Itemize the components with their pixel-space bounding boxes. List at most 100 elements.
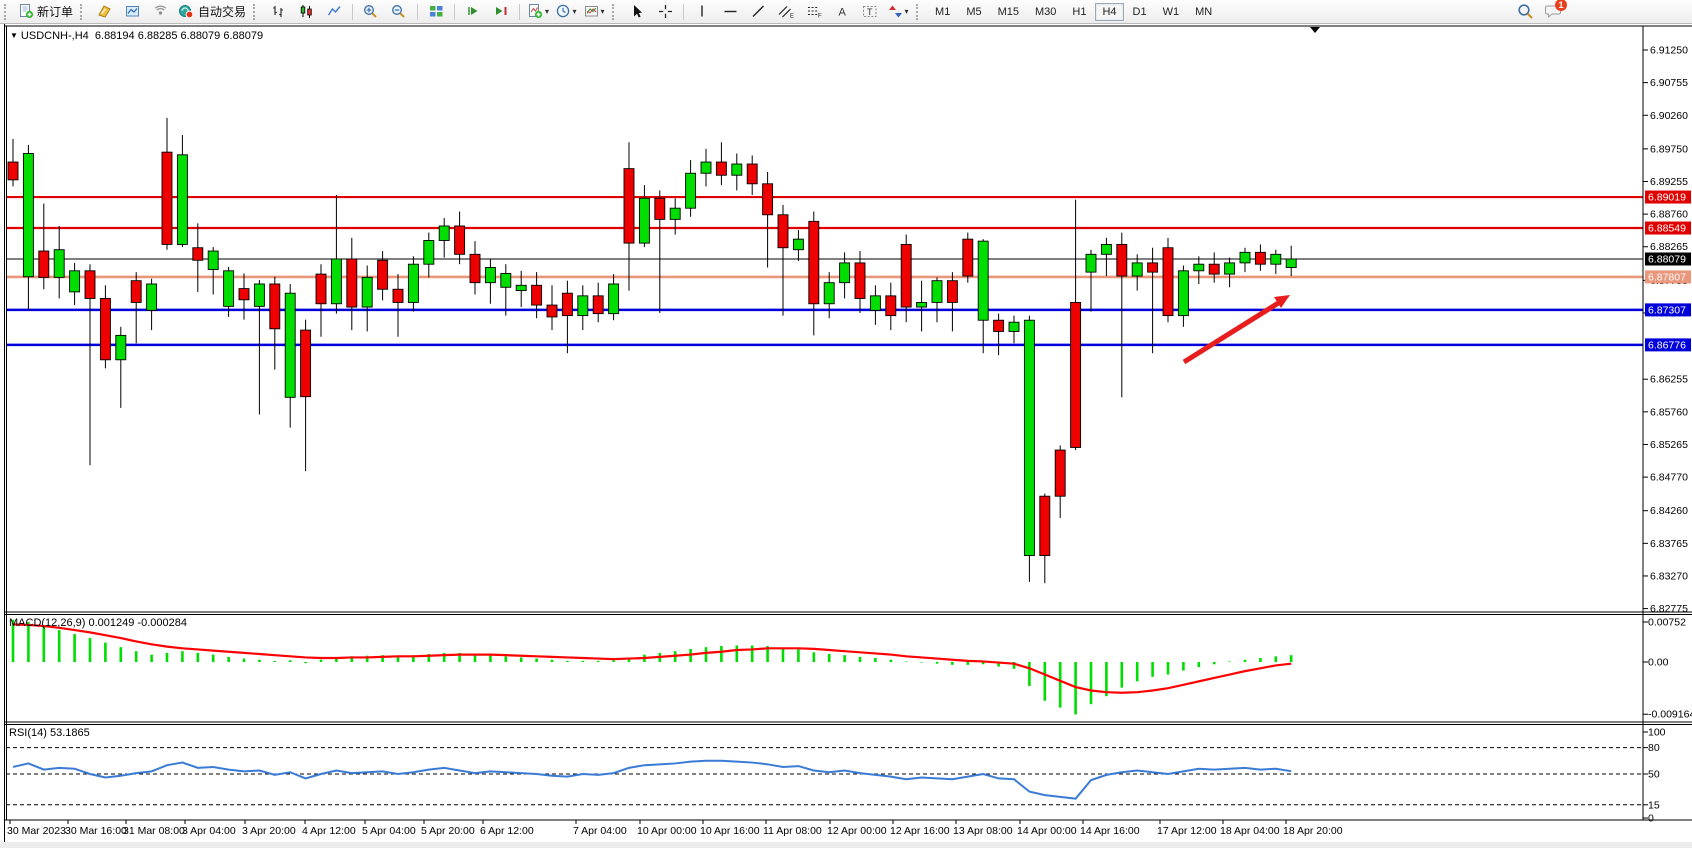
- bar-chart-button[interactable]: [265, 2, 291, 22]
- trendline-button[interactable]: [745, 2, 771, 22]
- candle-body[interactable]: [176, 154, 188, 245]
- zoom-out-button[interactable]: [386, 2, 412, 22]
- candle-body[interactable]: [1008, 321, 1020, 332]
- crosshair-button[interactable]: [652, 2, 678, 22]
- candle-body[interactable]: [7, 161, 19, 181]
- chart-shift-marker[interactable]: [1310, 27, 1320, 33]
- candle-body[interactable]: [300, 329, 312, 398]
- fibonacci-button[interactable]: F: [801, 2, 827, 22]
- candle-body[interactable]: [623, 168, 635, 244]
- tile-windows-button[interactable]: [423, 2, 449, 22]
- timeframe-mn[interactable]: MN: [1195, 5, 1213, 18]
- candle-body[interactable]: [315, 273, 327, 305]
- candle-body[interactable]: [253, 283, 265, 307]
- candle-body[interactable]: [946, 280, 958, 303]
- candle-body[interactable]: [977, 240, 989, 321]
- candle-body[interactable]: [454, 225, 466, 255]
- timeframe-m1[interactable]: M1: [935, 5, 951, 18]
- candle-body[interactable]: [869, 295, 881, 311]
- horizontal-line-button[interactable]: [717, 2, 743, 22]
- candle-body[interactable]: [1054, 449, 1066, 497]
- candle-body[interactable]: [69, 270, 81, 293]
- toolbar-drag-handle[interactable]: [4, 3, 11, 20]
- templates-button[interactable]: ▾: [581, 2, 607, 22]
- candle-body[interactable]: [1270, 253, 1282, 265]
- candle-body[interactable]: [269, 283, 281, 330]
- timeframe-m15[interactable]: M15: [997, 5, 1020, 18]
- candle-body[interactable]: [361, 276, 373, 308]
- candle-body[interactable]: [438, 225, 450, 241]
- candle-body[interactable]: [1039, 495, 1051, 556]
- candle-body[interactable]: [1162, 247, 1174, 317]
- search-button[interactable]: [1513, 1, 1539, 21]
- toolbar-drag-handle[interactable]: [253, 3, 260, 20]
- candle-body[interactable]: [685, 172, 697, 209]
- new-order-button[interactable]: 新订单: [16, 2, 75, 22]
- candle-body[interactable]: [1285, 258, 1297, 268]
- chart-shift-button[interactable]: [488, 2, 514, 22]
- candle-body[interactable]: [669, 207, 681, 220]
- candle-body[interactable]: [1070, 301, 1082, 448]
- candle-body[interactable]: [823, 282, 835, 305]
- autotrading-button[interactable]: 自动交易: [176, 2, 248, 22]
- candle-body[interactable]: [22, 153, 34, 278]
- candle-body[interactable]: [500, 272, 512, 288]
- equidistant-channel-button[interactable]: E: [773, 2, 799, 22]
- trend-arrow-line[interactable]: [1182, 299, 1282, 365]
- symbol-collapse-icon[interactable]: ▼: [10, 31, 18, 40]
- candle-body[interactable]: [84, 270, 96, 299]
- candle-body[interactable]: [1193, 263, 1205, 272]
- line-chart-button[interactable]: [321, 2, 347, 22]
- candle-body[interactable]: [469, 253, 481, 284]
- candle-body[interactable]: [53, 249, 65, 278]
- candle-body[interactable]: [916, 301, 928, 308]
- candle-body[interactable]: [608, 283, 620, 315]
- candle-body[interactable]: [238, 288, 250, 301]
- candle-body[interactable]: [839, 262, 851, 284]
- candle-body[interactable]: [654, 197, 666, 220]
- candle-body[interactable]: [1023, 319, 1035, 556]
- candle-body[interactable]: [731, 163, 743, 176]
- cursor-button[interactable]: [624, 2, 650, 22]
- candle-body[interactable]: [407, 263, 419, 303]
- candle-body[interactable]: [115, 334, 127, 361]
- toolbar-drag-handle[interactable]: [916, 3, 923, 20]
- candle-body[interactable]: [808, 220, 820, 305]
- candle-body[interactable]: [900, 243, 912, 308]
- toolbar-drag-handle[interactable]: [80, 3, 87, 20]
- indicators-button[interactable]: ▾: [525, 2, 551, 22]
- candle-body[interactable]: [392, 288, 404, 303]
- candle-body[interactable]: [1131, 262, 1143, 277]
- candle-body[interactable]: [38, 250, 50, 278]
- candle-body[interactable]: [192, 247, 204, 261]
- candle-body[interactable]: [531, 284, 543, 306]
- candle-body[interactable]: [1100, 243, 1112, 255]
- candle-body[interactable]: [638, 197, 650, 244]
- candle-body[interactable]: [161, 151, 173, 245]
- candle-body[interactable]: [577, 295, 589, 317]
- candle-body[interactable]: [99, 298, 111, 361]
- candle-body[interactable]: [561, 292, 573, 317]
- notifications-button[interactable]: 1: [1541, 0, 1567, 21]
- candle-body[interactable]: [777, 214, 789, 249]
- candle-body[interactable]: [1116, 243, 1128, 277]
- candle-body[interactable]: [962, 238, 974, 277]
- timeframe-d1[interactable]: D1: [1132, 5, 1147, 18]
- candle-body[interactable]: [746, 163, 758, 185]
- timeframe-h1[interactable]: H1: [1072, 5, 1087, 18]
- timeframe-h4[interactable]: H4: [1095, 2, 1124, 21]
- candle-body[interactable]: [330, 258, 342, 305]
- auto-scroll-button[interactable]: [460, 2, 486, 22]
- text-label-button[interactable]: T: [857, 2, 883, 22]
- candle-body[interactable]: [1147, 262, 1159, 273]
- timeframe-w1[interactable]: W1: [1162, 5, 1180, 18]
- candlestick-chart-button[interactable]: [293, 2, 319, 22]
- candle-body[interactable]: [515, 284, 527, 292]
- trend-arrow-head[interactable]: [1274, 295, 1290, 308]
- candle-body[interactable]: [1224, 262, 1236, 275]
- candle-body[interactable]: [762, 183, 774, 216]
- candle-body[interactable]: [1239, 251, 1251, 264]
- candle-body[interactable]: [377, 259, 389, 290]
- candle-body[interactable]: [715, 161, 727, 176]
